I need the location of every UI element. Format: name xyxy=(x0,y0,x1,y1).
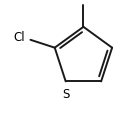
Text: S: S xyxy=(62,87,69,100)
Text: Cl: Cl xyxy=(14,30,25,43)
